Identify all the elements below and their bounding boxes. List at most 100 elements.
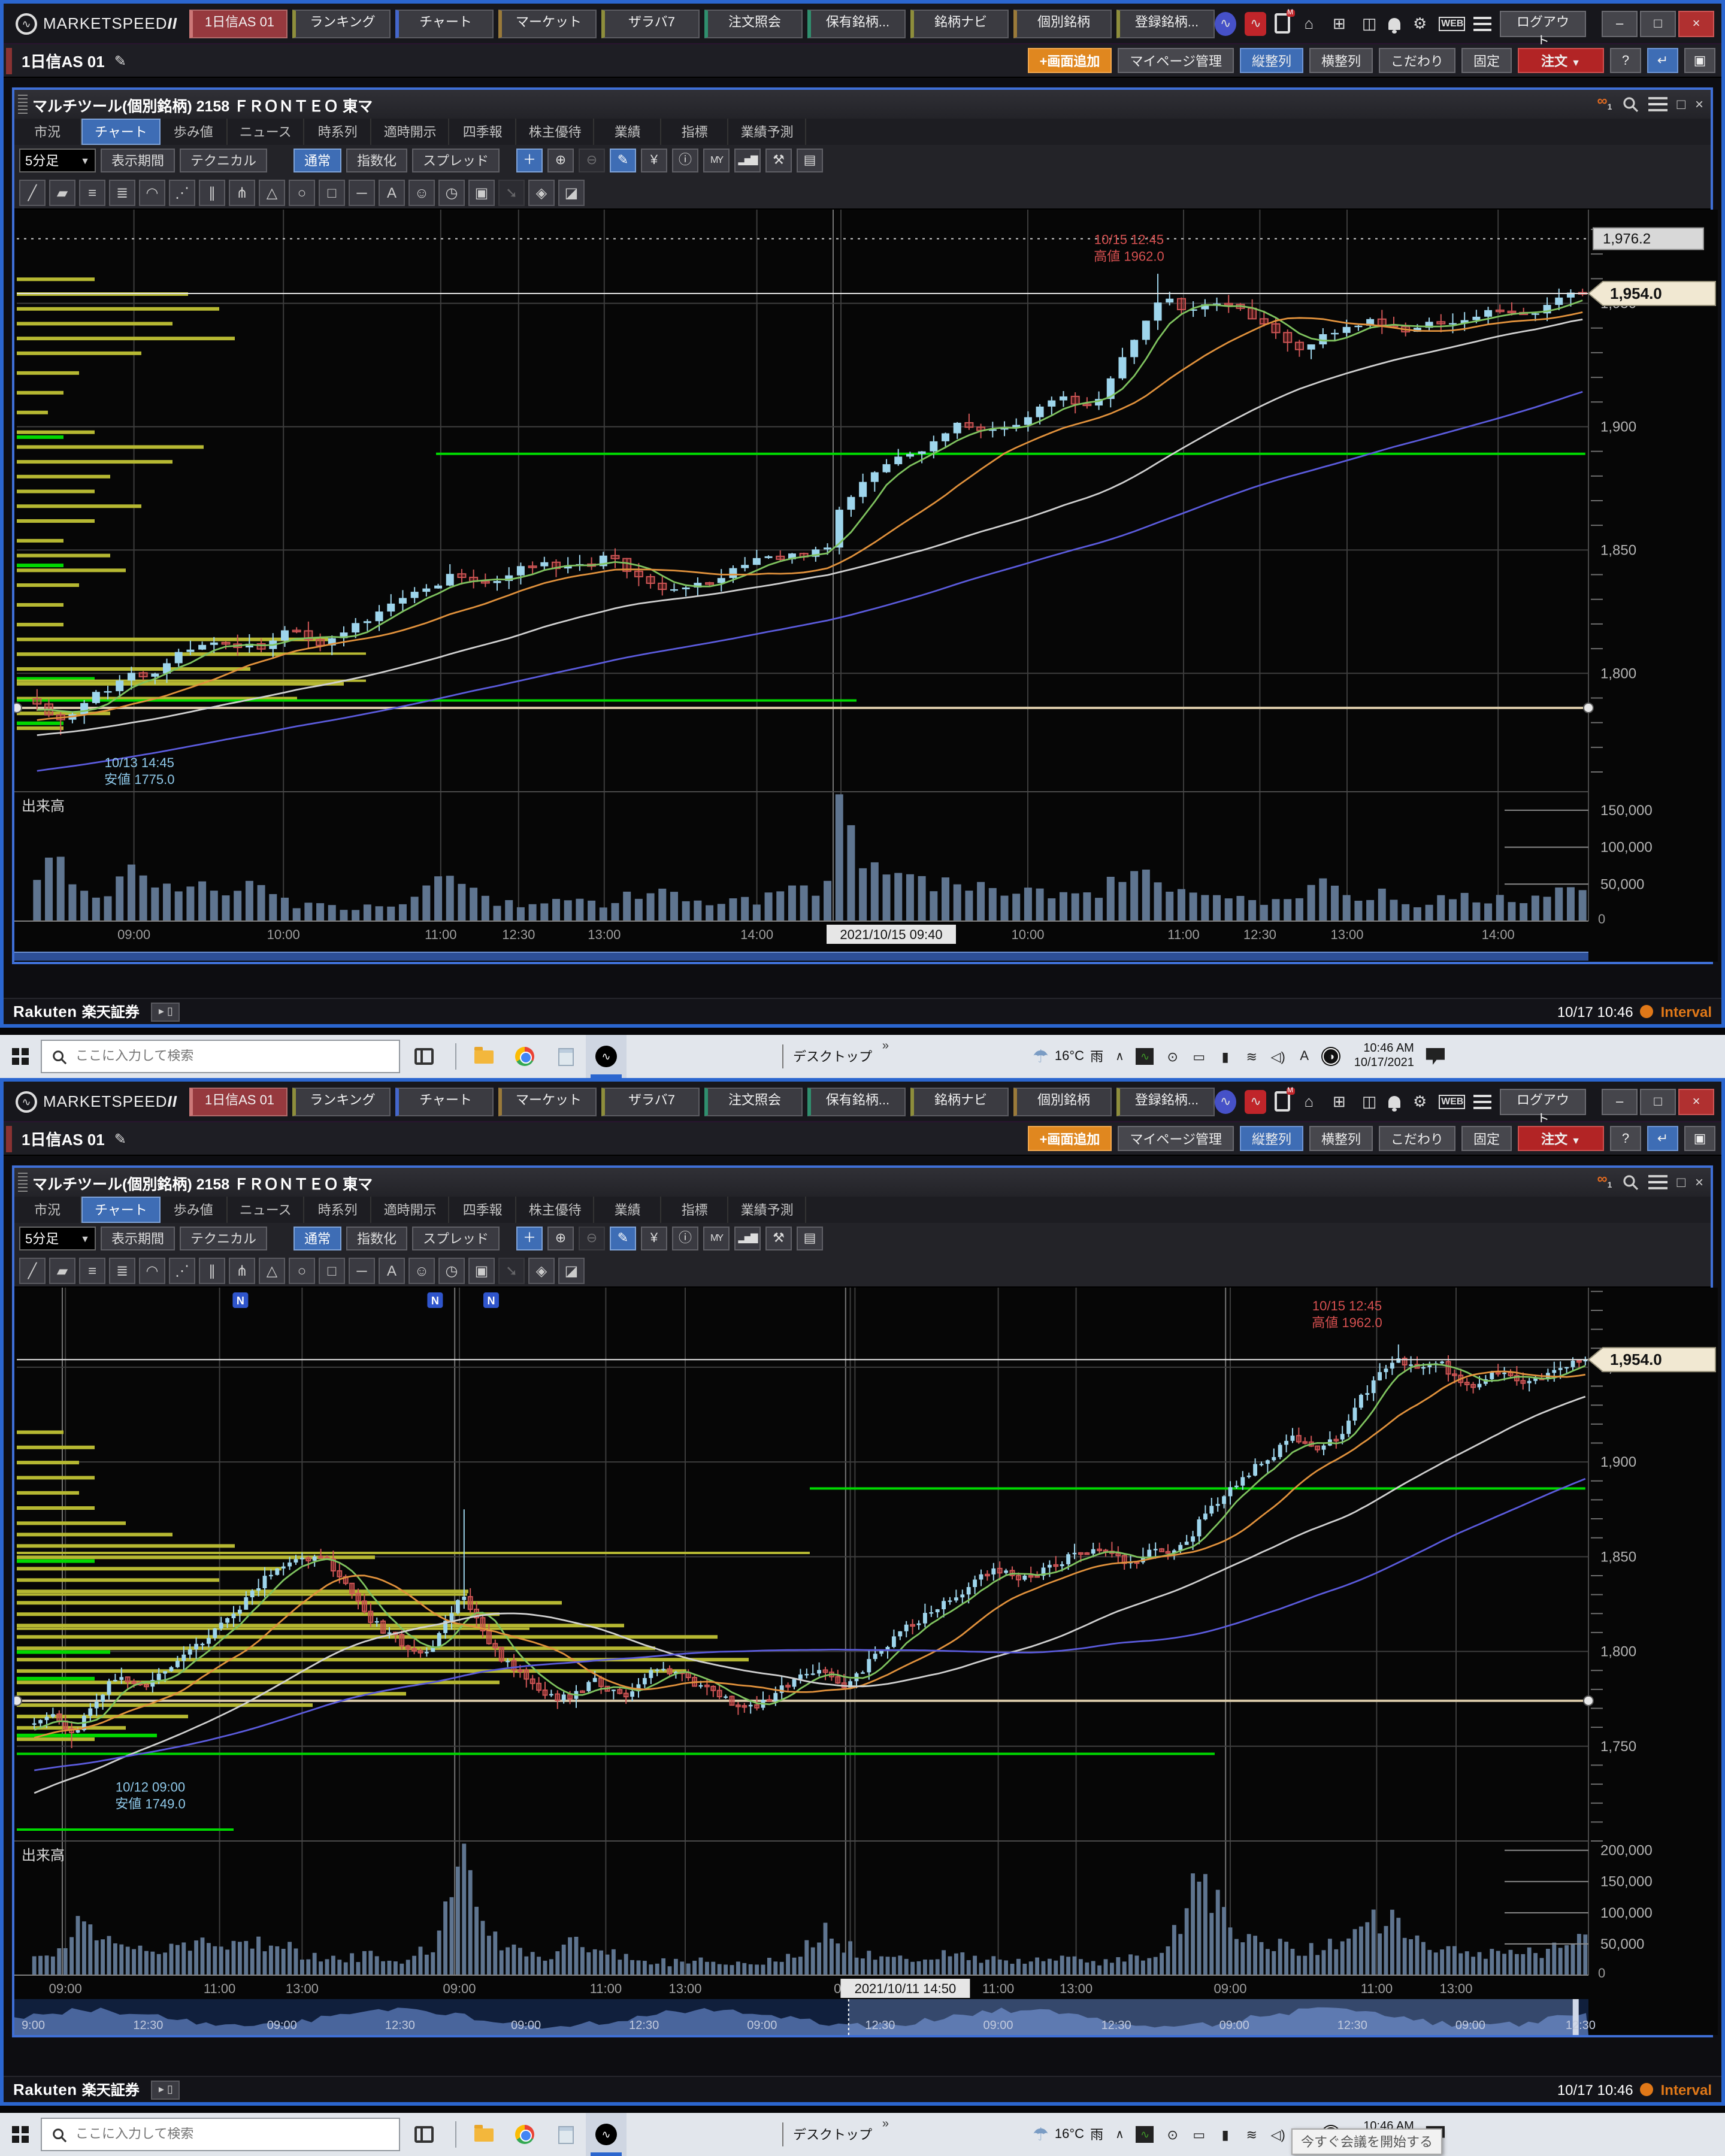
logout-button[interactable]: ログアウト [1499,10,1587,49]
mypage-manage-button[interactable]: マイページ管理 [1118,48,1234,73]
tool-rectangle-icon[interactable]: □ [319,1257,345,1283]
chrome-icon[interactable] [504,2113,545,2156]
task-view-icon[interactable] [414,2126,434,2143]
nav-tab-chart[interactable]: チャート [395,9,494,38]
tab-tekijikaiji[interactable]: 適時開示 [372,1197,450,1223]
nav-tab-market[interactable]: マーケット [498,1087,597,1116]
add-screen-button[interactable]: +画面追加 [1027,1126,1112,1151]
notification-center-icon[interactable] [1426,1048,1445,1065]
tool-pointer-icon[interactable]: ➘ [498,1257,525,1283]
my-indicator-icon[interactable]: MY [703,1227,730,1250]
restore-button[interactable]: □ [1640,1088,1676,1115]
chrome-icon[interactable] [504,1035,545,1078]
panel-restore-icon[interactable]: □ [1676,1173,1685,1191]
tab-shikyo[interactable]: 市況 [14,119,81,145]
desktop-toolbar-label[interactable]: デスクトップ» [793,1040,889,1065]
tab-chart[interactable]: チャート [81,119,161,145]
focus-assist-icon[interactable]: ◑ [1322,1048,1340,1065]
volume-style-icon[interactable]: ▂▅▇ [734,1227,761,1250]
tool-pitchfork-icon[interactable]: ⋔ [229,1257,255,1283]
edit-page-icon[interactable]: ✎ [114,1130,126,1147]
edit-page-icon[interactable]: ✎ [114,52,126,69]
print-icon[interactable]: ▤ [797,149,823,172]
battery-icon[interactable]: ▮ [1221,1050,1229,1064]
panel-restore-icon[interactable]: □ [1676,95,1685,113]
tool-channel-icon[interactable]: ▰ [49,179,75,205]
zoom-out-icon[interactable]: ⊖ [579,149,605,172]
bell-icon[interactable] [1388,1095,1401,1111]
fixed-button[interactable]: 固定 [1461,48,1512,73]
help-button[interactable]: ? [1610,1126,1641,1151]
indexed-toggle[interactable]: 指数化 [346,149,407,172]
tool-fib-fan-icon[interactable]: ⋰ [169,179,195,205]
tab-news[interactable]: ニュース [228,1197,305,1223]
horizontal-align-button[interactable]: 横整列 [1309,48,1373,73]
tool-hlines-icon[interactable]: ≡ [79,179,105,205]
tab-shihyo[interactable]: 指標 [662,119,729,145]
wifi-icon[interactable]: ≋ [1246,2128,1257,2142]
nav-tab-registered-stocks[interactable]: 登録銘柄... [1116,9,1215,38]
volume-icon[interactable]: ◁) [1270,2128,1285,2142]
tool-pointer-icon[interactable]: ➘ [498,179,525,205]
tool-hlines-dense-icon[interactable]: ≣ [109,1257,135,1283]
screen-add-icon[interactable]: ⊞ [1332,1092,1346,1110]
kodawari-button[interactable]: こだわり [1379,48,1455,73]
info-icon[interactable]: ⓘ [672,1227,698,1250]
taskbar-search[interactable] [41,2118,400,2151]
camera-tray-icon[interactable]: ⊙ [1167,1050,1178,1064]
tool-eraser-all-icon[interactable]: ◪ [558,179,585,205]
nav-tab-chart[interactable]: チャート [395,1087,494,1116]
tool-hline-icon[interactable]: ─ [349,1257,375,1283]
search-icon[interactable] [1621,1174,1638,1191]
float-window-button[interactable]: ▣ [1684,48,1715,73]
spread-toggle[interactable]: スプレッド [412,149,500,172]
display-period-button[interactable]: 表示期間 [101,1227,175,1250]
tool-pitchfork-icon[interactable]: ⋔ [229,179,255,205]
statusbar-layout-button[interactable]: ▸ ▯ [151,1002,180,1021]
search-input[interactable] [75,1049,351,1064]
float-window-button[interactable]: ▣ [1684,1126,1715,1151]
nav-tab-stock-navi[interactable]: 銘柄ナビ [910,1087,1009,1116]
tab-shikyo[interactable]: 市況 [14,1197,81,1223]
notepad-icon[interactable] [545,2113,586,2156]
bell-icon[interactable] [1388,17,1401,33]
normal-toggle[interactable]: 通常 [293,149,341,172]
task-view-icon[interactable] [414,1048,434,1065]
tab-shikiho[interactable]: 四季報 [450,119,517,145]
zoom-in-icon[interactable]: ⊕ [547,149,574,172]
tool-icon-stamp-icon[interactable]: ☺ [408,1257,435,1283]
stock-ticker-tray-icon[interactable]: ∿ [1136,2126,1154,2143]
drag-grip-icon[interactable] [18,95,28,114]
tool-polygon-icon[interactable]: △ [259,179,285,205]
volume-style-icon[interactable]: ▂▅▇ [734,149,761,172]
tool-fib-fan-icon[interactable]: ⋰ [169,1257,195,1283]
multitool-titlebar[interactable]: マルチツール(個別銘柄) 2158 ＦＲＯＮＴＥＯ 東マ ∞1 □ × [14,90,1711,119]
nav-tab-ranking[interactable]: ランキング [292,1087,391,1116]
my-indicator-icon[interactable]: MY [703,149,730,172]
tool-arc-icon[interactable]: ◠ [139,179,165,205]
print-icon[interactable]: ▤ [797,1227,823,1250]
settings-gear-icon[interactable]: ⚙ [1412,14,1427,32]
tab-yutai[interactable]: 株主優待 [517,119,595,145]
nav-tab-holdings[interactable]: 保有銘柄... [807,1087,906,1116]
home-icon[interactable]: ⌂ [1304,14,1314,32]
search-icon[interactable] [1621,96,1638,113]
stock-ticker-tray-icon[interactable]: ∿ [1136,1048,1154,1065]
nav-tab-ranking[interactable]: ランキング [292,9,391,38]
tab-shihyo[interactable]: 指標 [662,1197,729,1223]
nav-tab-holdings[interactable]: 保有銘柄... [807,9,906,38]
battery-icon[interactable]: ▮ [1221,2128,1229,2142]
nav-tab-zaraba7[interactable]: ザラバ7 [601,1087,700,1116]
start-button[interactable] [0,1035,41,1078]
order-button[interactable]: 注文 ▼ [1518,1126,1604,1151]
minimize-button[interactable]: – [1602,10,1638,37]
close-button[interactable]: × [1678,10,1715,37]
crosshair-plus-icon[interactable]: ＋ [516,149,543,172]
drag-grip-icon[interactable] [18,1173,28,1192]
tool-vlines-icon[interactable]: ∥ [199,1257,225,1283]
show-hidden-icons-chevron[interactable]: ∧ [1115,1050,1124,1063]
screen-add-icon[interactable]: ⊞ [1332,14,1346,32]
minimize-button[interactable]: – [1602,1088,1638,1115]
desktop-toolbar-label[interactable]: デスクトップ» [793,2118,889,2143]
spread-toggle[interactable]: スプレッド [412,1227,500,1250]
